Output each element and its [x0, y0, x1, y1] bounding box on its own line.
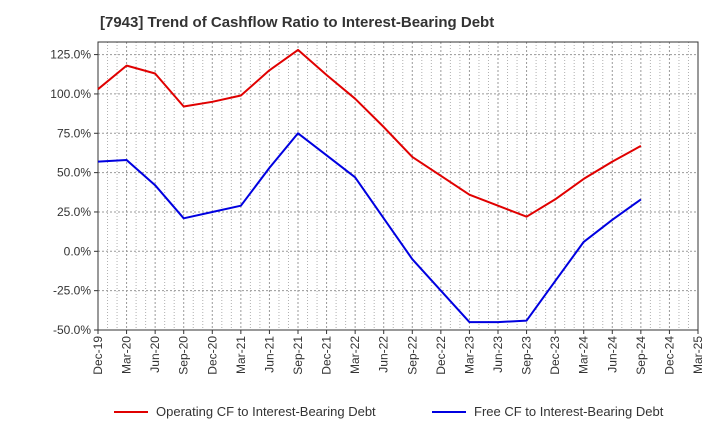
y-tick-label: 50.0%: [57, 166, 91, 180]
y-tick-label: 25.0%: [57, 205, 91, 219]
legend-swatch-operating-cf: [114, 410, 148, 413]
plot-area-frame: [97, 41, 699, 331]
x-tick-label: Mar-21: [234, 336, 248, 374]
x-tick-label: Sep-20: [177, 336, 191, 375]
x-tick-label: Dec-22: [434, 336, 448, 375]
legend: Operating CF to Interest-Bearing Debt Fr…: [0, 404, 720, 424]
legend-label-free-cf: Free CF to Interest-Bearing Debt: [474, 404, 664, 419]
x-tick-label: Sep-23: [520, 336, 534, 375]
x-tick-label: Dec-23: [548, 336, 562, 375]
y-tick-label: 0.0%: [64, 244, 92, 258]
line-chart: 125.0% 100.0% 75.0% 50.0% 25.0% 0.0% -25.0% -50…: [50, 41, 705, 375]
y-tick-label: 100.0%: [50, 87, 91, 101]
legend-item-operating-cf: Operating CF to Interest-Bearing Debt: [114, 404, 376, 419]
y-tick-label: 125.0%: [50, 48, 91, 62]
x-tick-label: Sep-21: [291, 336, 305, 375]
x-tick-label: Jun-21: [262, 336, 276, 373]
x-tick-label: Jun-23: [491, 336, 505, 373]
y-tick-label: -50.0%: [53, 323, 91, 337]
series-line-free-cf: [97, 132, 642, 324]
x-tick-label: Mar-20: [120, 336, 134, 374]
x-tick-label: Mar-23: [462, 336, 476, 374]
legend-swatch-free-cf: [432, 410, 466, 413]
x-tick-label: Sep-22: [405, 336, 419, 375]
y-tick-label: -25.0%: [53, 284, 91, 298]
legend-label-operating-cf: Operating CF to Interest-Bearing Debt: [156, 404, 376, 419]
x-tick-label: Dec-19: [91, 336, 105, 375]
legend-item-free-cf: Free CF to Interest-Bearing Debt: [432, 404, 663, 419]
x-tick-label: Dec-21: [320, 336, 334, 375]
x-tick-label: Jun-24: [605, 336, 619, 373]
x-tick-label: Mar-25: [691, 336, 705, 374]
x-tick-label: Dec-24: [662, 336, 676, 375]
x-tick-label: Jun-20: [148, 336, 162, 373]
x-tick-label: Mar-24: [577, 336, 591, 374]
x-tick-label: Jun-22: [377, 336, 391, 373]
chart-title: [7943] Trend of Cashflow Ratio to Intere…: [100, 14, 495, 31]
x-tick-label: Dec-20: [205, 336, 219, 375]
y-tick-label: 75.0%: [57, 126, 91, 140]
x-tick-label: Mar-22: [348, 336, 362, 374]
series-line-operating-cf: [97, 48, 642, 218]
x-tick-label: Sep-24: [634, 336, 648, 375]
